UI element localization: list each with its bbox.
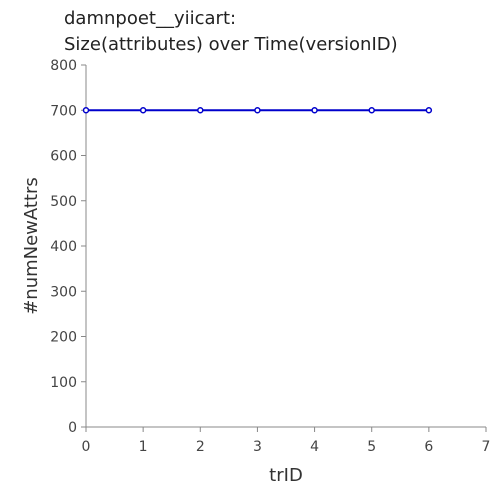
y-tick-label: 800	[50, 58, 77, 74]
x-tick-label: 0	[82, 439, 91, 455]
data-point	[82, 107, 90, 114]
ticks: 0 100 200 300 400 500 600 700 800 0 1 2 3 4 5 6 7	[50, 58, 490, 455]
x-tick-label: 1	[139, 439, 148, 455]
y-tick-label: 500	[50, 194, 77, 210]
x-axis-label: trID	[269, 465, 303, 486]
chart-title: damnpoet__yiicart: Size(attributes) over…	[64, 6, 398, 58]
chart-title-line-1: damnpoet__yiicart:	[64, 8, 237, 29]
series-layer	[82, 107, 433, 114]
x-tick-label: 2	[196, 439, 205, 455]
axes	[85, 65, 486, 428]
y-tick-label: 100	[50, 375, 77, 391]
data-point	[197, 107, 204, 114]
y-tick-label: 700	[50, 103, 77, 119]
y-tick-label: 200	[50, 330, 77, 346]
y-tick-label: 400	[50, 239, 77, 255]
data-point	[425, 107, 433, 114]
data-point	[254, 107, 261, 114]
y-tick-label: 600	[50, 149, 77, 165]
x-tick-label: 5	[367, 439, 376, 455]
y-axis-label: #numNewAttrs	[21, 177, 42, 315]
data-point	[139, 107, 147, 114]
x-tick-label: 6	[424, 439, 433, 455]
x-tick-label: 7	[482, 439, 491, 455]
x-tick-label: 4	[310, 439, 319, 455]
y-tick-label: 0	[68, 420, 77, 436]
chart-title-line-2: Size(attributes) over Time(versionID)	[64, 34, 398, 55]
y-tick-label: 300	[50, 284, 77, 300]
data-point	[368, 107, 375, 114]
data-point	[311, 107, 318, 114]
x-tick-label: 3	[253, 439, 262, 455]
